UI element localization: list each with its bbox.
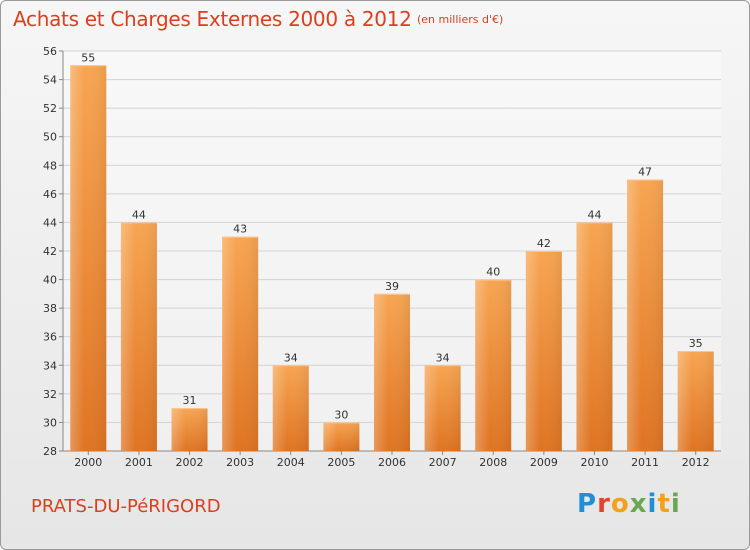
y-tick-label: 52 <box>43 102 57 115</box>
y-tick-label: 40 <box>43 274 57 287</box>
bar-shade <box>627 179 664 452</box>
data-label: 40 <box>486 266 500 279</box>
bar-shade <box>677 351 714 451</box>
data-label: 30 <box>334 408 348 421</box>
x-tick-label: 2000 <box>74 456 102 469</box>
bar-shade <box>70 65 107 452</box>
x-tick-label: 2011 <box>631 456 659 469</box>
data-label: 44 <box>132 208 146 221</box>
y-tick-label: 32 <box>43 388 57 401</box>
y-tick-label: 48 <box>43 159 57 172</box>
logo-letter: o <box>610 489 630 519</box>
x-tick-label: 2012 <box>682 456 710 469</box>
y-tick-label: 44 <box>43 216 57 229</box>
logo-letter: x <box>629 489 648 519</box>
data-label: 34 <box>436 351 450 364</box>
x-tick-label: 2004 <box>277 456 305 469</box>
y-tick-label: 56 <box>43 45 57 58</box>
chart-title: Achats et Charges Externes 2000 à 2012 <box>13 7 412 31</box>
data-label: 31 <box>183 394 197 407</box>
y-tick-label: 54 <box>43 74 57 87</box>
bar-shade <box>222 236 259 451</box>
data-label: 43 <box>233 223 247 236</box>
bar-shade <box>424 365 461 451</box>
logo-letter: i <box>670 489 681 519</box>
bar-shade <box>120 222 157 451</box>
data-label: 34 <box>284 351 298 364</box>
x-tick-label: 2005 <box>327 456 355 469</box>
data-label: 44 <box>587 208 601 221</box>
x-tick-label: 2003 <box>226 456 254 469</box>
y-tick-label: 38 <box>43 302 57 315</box>
bar-shade <box>576 222 613 451</box>
y-tick-label: 50 <box>43 131 57 144</box>
x-tick-label: 2008 <box>479 456 507 469</box>
logo-letter: P <box>577 489 598 519</box>
data-label: 39 <box>385 280 399 293</box>
bar-shade <box>323 422 360 451</box>
y-tick-label: 36 <box>43 331 57 344</box>
commune-name: PRATS-DU-PéRIGORD <box>31 496 221 517</box>
data-label: 42 <box>537 237 551 250</box>
proxiti-logo: Proxiti <box>577 489 681 519</box>
y-tick-label: 30 <box>43 416 57 429</box>
data-label: 35 <box>689 337 703 350</box>
logo-letter: t <box>657 489 671 519</box>
x-tick-label: 2007 <box>429 456 457 469</box>
data-label: 55 <box>81 51 95 64</box>
x-tick-label: 2006 <box>378 456 406 469</box>
bar-shade <box>171 408 208 451</box>
x-tick-label: 2009 <box>530 456 558 469</box>
y-tick-label: 42 <box>43 245 57 258</box>
y-tick-label: 46 <box>43 188 57 201</box>
x-tick-label: 2001 <box>125 456 153 469</box>
x-tick-label: 2010 <box>580 456 608 469</box>
y-tick-label: 34 <box>43 359 57 372</box>
bar-shade <box>475 279 512 451</box>
bar-shade <box>525 251 562 451</box>
bar-shade <box>272 365 309 451</box>
x-tick-label: 2002 <box>176 456 204 469</box>
logo-letter: r <box>597 489 611 519</box>
bar-shade <box>374 293 410 451</box>
y-tick-label: 28 <box>43 445 57 458</box>
data-label: 47 <box>638 166 652 179</box>
logo-letter: i <box>647 489 658 519</box>
chart-subtitle: (en milliers d'€) <box>417 13 504 26</box>
